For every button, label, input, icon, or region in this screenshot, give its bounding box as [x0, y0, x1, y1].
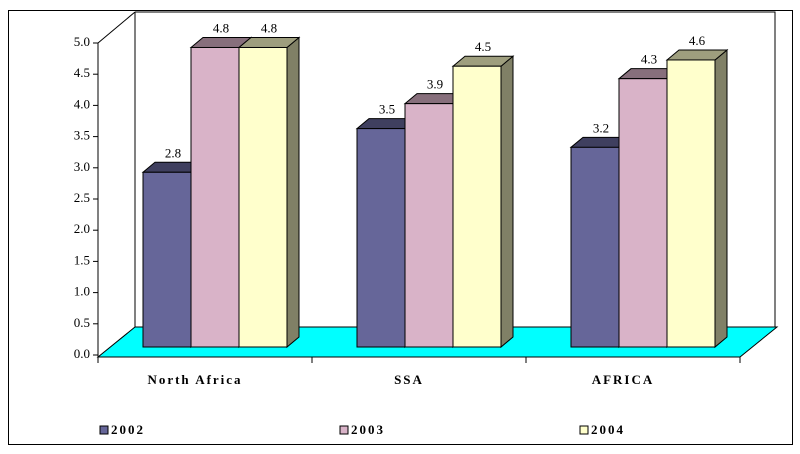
- bar: [666, 59, 716, 348]
- bar: [356, 128, 406, 348]
- y-tick-label: 3.5: [74, 128, 90, 143]
- bar-side: [286, 36, 300, 349]
- value-label: 3.5: [379, 102, 395, 117]
- bar-side: [714, 48, 728, 349]
- side-wall: [97, 11, 136, 44]
- y-tick-label: 3.0: [74, 159, 90, 174]
- y-tick-label: 4.0: [74, 96, 90, 111]
- bar: [452, 65, 502, 348]
- legend-swatch: [579, 425, 589, 435]
- y-tick-label: 4.5: [74, 65, 90, 80]
- bar: [570, 146, 620, 348]
- bar-side: [500, 55, 514, 349]
- bar: [190, 46, 240, 348]
- value-label: 4.8: [213, 20, 229, 35]
- back-wall: [135, 11, 776, 327]
- value-label: 2.8: [165, 145, 181, 160]
- legend-swatch: [339, 425, 349, 435]
- bar: [618, 78, 668, 348]
- bar: [238, 46, 288, 348]
- y-tick-label: 2.5: [74, 190, 90, 205]
- x-tick-label: AFRICA: [592, 372, 655, 387]
- bar: [404, 103, 454, 348]
- x-tick-label: North Africa: [147, 372, 242, 387]
- value-label: 4.8: [261, 20, 277, 35]
- value-label: 4.6: [689, 33, 706, 48]
- frame: [8, 10, 793, 445]
- y-tick-label: 2.0: [74, 221, 90, 236]
- legend-swatch: [99, 425, 109, 435]
- value-label: 4.3: [641, 52, 657, 67]
- y-tick-label: 0.5: [74, 315, 90, 330]
- bar: [142, 171, 192, 348]
- value-label: 3.9: [427, 77, 443, 92]
- y-tick-label: 0.0: [74, 346, 90, 361]
- legend-label: 2003: [351, 422, 385, 437]
- x-tick-label: SSA: [394, 372, 424, 387]
- value-label: 4.5: [475, 39, 491, 54]
- legend-label: 2004: [591, 422, 625, 437]
- value-label: 3.2: [593, 120, 609, 135]
- legend-label: 2002: [111, 422, 145, 437]
- y-tick-label: 1.0: [74, 284, 90, 299]
- y-tick-label: 5.0: [74, 34, 90, 49]
- y-tick-label: 1.5: [74, 252, 90, 267]
